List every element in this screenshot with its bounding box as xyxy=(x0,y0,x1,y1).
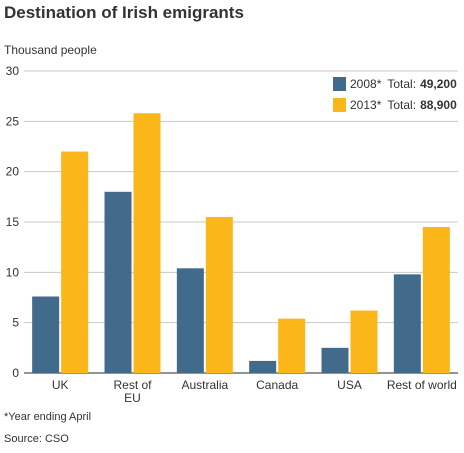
y-tick-label: 15 xyxy=(6,215,20,229)
bar-2008 xyxy=(32,296,60,373)
x-tick-label: Rest of world xyxy=(387,378,457,392)
y-tick-label: 25 xyxy=(6,114,20,128)
x-tick-label: UK xyxy=(52,378,69,392)
y-tick-label: 0 xyxy=(12,366,19,380)
source-note: Source: CSO xyxy=(4,433,69,445)
x-tick-label: Rest of xyxy=(113,378,152,392)
legend-entry: 2008* Total: 49,200 xyxy=(350,77,457,91)
legend-swatch xyxy=(333,98,346,112)
legend: 2008* Total: 49,200 2013* Total: 88,900 xyxy=(333,77,457,112)
y-axis-label: Thousand people xyxy=(4,43,97,57)
bar-2013 xyxy=(133,113,161,373)
bars xyxy=(32,113,450,373)
bar-2013 xyxy=(205,216,233,373)
y-tick-label: 10 xyxy=(6,265,20,279)
x-tick-label: USA xyxy=(337,378,362,392)
bar-2008 xyxy=(104,191,132,373)
bar-2008 xyxy=(249,360,277,373)
bar-2008 xyxy=(393,274,421,373)
x-tick-label: Australia xyxy=(181,378,228,392)
y-tick-label: 5 xyxy=(12,316,19,330)
chart-title: Destination of Irish emigrants xyxy=(4,3,244,22)
bar-2008 xyxy=(176,268,204,373)
bar-2013 xyxy=(350,310,378,373)
footnote: *Year ending April xyxy=(4,411,92,423)
gridlines xyxy=(24,70,458,374)
bar-2013 xyxy=(61,151,89,373)
y-tick-label: 30 xyxy=(6,64,20,78)
bar-2013 xyxy=(278,318,306,373)
y-tick-labels: 0 5 10 15 20 25 30 xyxy=(6,64,20,380)
legend-swatch xyxy=(333,77,346,91)
x-tick-label: Canada xyxy=(256,378,298,392)
bar-2008 xyxy=(321,347,349,373)
y-tick-label: 20 xyxy=(6,165,20,179)
bar-2013 xyxy=(422,227,450,373)
x-tick-label: EU xyxy=(124,391,141,405)
legend-entry: 2013* Total: 88,900 xyxy=(350,98,457,112)
